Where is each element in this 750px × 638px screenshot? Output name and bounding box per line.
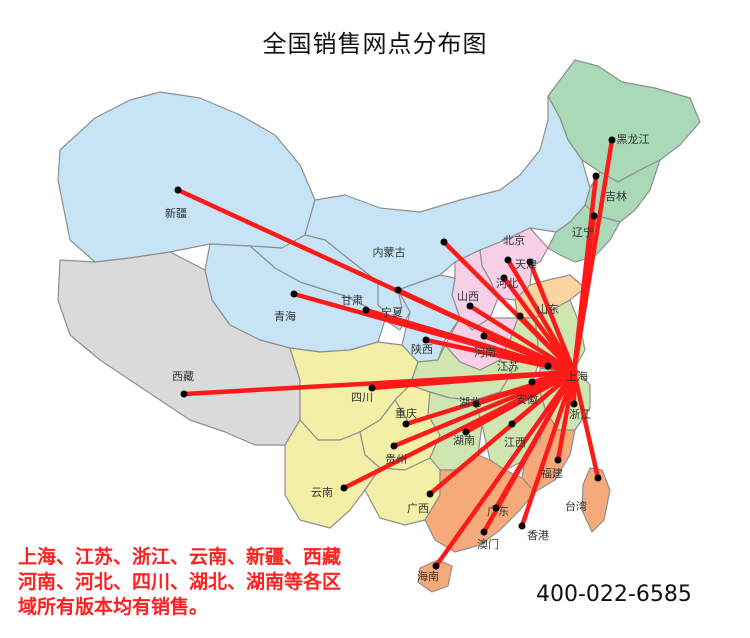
province-label-neimenggu: 内蒙古	[373, 245, 406, 259]
province-label-xianggang: 香港	[527, 529, 549, 542]
route-line-beijing	[505, 257, 577, 375]
outlet-dot-hunan	[462, 428, 470, 436]
province-label-anhui: 安徽	[516, 392, 538, 406]
outlet-dot-liaoning	[590, 212, 598, 220]
route-line-taiwan	[571, 369, 601, 481]
province-label-shaanxi: 陕西	[411, 342, 433, 356]
province-label-xizang: 西藏	[172, 370, 194, 383]
outlet-dot-jiangxi	[508, 420, 516, 428]
route-line-yunnan	[341, 369, 577, 491]
province-label-aomen: 澳门	[477, 537, 499, 551]
outlet-dot-chongqing	[402, 420, 410, 428]
route-line-hainan	[433, 369, 577, 569]
province-label-hunan: 湖南	[453, 434, 475, 447]
outlet-dot-henan	[480, 332, 488, 340]
province-label-shandong: 山东	[537, 303, 559, 316]
outlet-dot-gansu	[362, 306, 370, 314]
province-label-guangxi: 广西	[407, 502, 429, 515]
outlet-dot-beijing	[504, 256, 512, 264]
outlet-dot-xinjiang	[174, 186, 182, 194]
route-line-jiangsu	[545, 363, 577, 375]
outlet-dot-sichuan	[368, 384, 376, 392]
province-label-guizhou: 贵州	[385, 453, 407, 466]
route-line-guangxi	[427, 369, 577, 497]
province-label-beijing: 北京	[503, 233, 525, 247]
outlet-dot-jilin	[592, 172, 600, 180]
outlet-dot-xianggang	[518, 522, 526, 530]
route-line-aomen	[481, 369, 577, 535]
province-label-jiangxi: 江西	[504, 436, 526, 449]
outlet-dot-guangdong	[492, 504, 500, 512]
province-label-jiangsu: 江苏	[497, 360, 519, 373]
sales-note: 上海、江苏、浙江、云南、新疆、西藏 河南、河北、四川、湖北、湖南等各区 域所有版…	[18, 545, 418, 620]
sales-note-line: 域所有版本均有销售。	[18, 596, 209, 618]
province-label-heilongjiang: 黑龙江	[617, 133, 650, 146]
outlet-dot-anhui	[528, 378, 536, 386]
outlet-dot-shaanxi	[422, 336, 430, 344]
outlet-dot-aomen	[480, 528, 488, 536]
province-label-guangdong: 广东	[487, 505, 509, 518]
province-taiwan	[581, 467, 611, 533]
route-line-henan	[481, 333, 577, 375]
outlet-dot-heilongjiang	[608, 136, 616, 144]
hub-dot	[570, 368, 578, 376]
outlet-dot-guangxi	[426, 490, 434, 498]
outlet-dot-zhejiang	[570, 400, 578, 408]
province-label-shanxi: 山西	[457, 290, 479, 303]
outlet-dot-hebei	[500, 274, 508, 282]
outlet-dot-ningxia	[394, 286, 402, 294]
province-label-chongqing: 重庆	[395, 406, 417, 420]
outlet-dot-yunnan	[340, 484, 348, 492]
route-line-shandong	[517, 313, 577, 375]
outlet-dot-taiwan	[594, 474, 602, 482]
province-label-ningxia: 宁夏	[381, 305, 403, 319]
outlet-dot-xizang	[180, 390, 188, 398]
province-label-hainan: 海南	[417, 569, 439, 583]
province-label-xinjiang: 新疆	[165, 206, 187, 220]
outlet-dot-shandong	[516, 312, 524, 320]
outlet-dot-hubei	[472, 400, 480, 408]
outlet-dot-qinghai	[290, 290, 298, 298]
province-label-sichuan: 四川	[351, 391, 373, 404]
outlet-dot-fujian	[554, 456, 562, 464]
hub-label: 上海	[566, 369, 588, 383]
route-line-liaoning	[571, 213, 597, 375]
outlet-dot-guizhou	[390, 442, 398, 450]
province-label-hubei: 湖北	[459, 396, 481, 409]
route-line-tianjin	[527, 259, 577, 375]
province-label-gansu: 甘肃	[341, 294, 363, 307]
province-label-liaoning: 辽宁	[572, 225, 594, 239]
province-label-hebei: 河北	[496, 277, 518, 290]
province-label-henan: 河南	[474, 346, 496, 359]
sales-note-line: 河南、河北、四川、湖北、湖南等各区	[18, 571, 342, 593]
outlet-dot-jiangsu	[544, 362, 552, 370]
route-line-guizhou	[391, 369, 577, 449]
route-line-sichuan	[369, 369, 577, 391]
sales-note-line: 上海、江苏、浙江、云南、新疆、西藏	[18, 546, 342, 568]
outlet-dot-tianjin	[526, 258, 534, 266]
map-title: 全国销售网点分布图	[262, 30, 488, 58]
outlet-dot-neimenggu	[440, 238, 448, 246]
province-label-qinghai: 青海	[274, 309, 296, 323]
outlet-dot-shanxi	[466, 302, 474, 310]
route-line-shanxi	[467, 303, 577, 375]
province-label-jilin: 吉林	[605, 189, 627, 203]
province-label-zhejiang: 浙江	[569, 408, 591, 421]
province-label-taiwan: 台湾	[565, 499, 587, 513]
province-label-yunnan: 云南	[311, 486, 333, 499]
route-line-hebei	[501, 275, 577, 375]
province-label-tianjin: 天津	[515, 258, 537, 271]
outlet-dot-hainan	[432, 562, 440, 570]
route-line-qinghai	[291, 291, 577, 375]
province-label-fujian: 福建	[541, 466, 563, 480]
route-line-xianggang	[519, 369, 577, 529]
hotline-number: 400-022-6585	[536, 582, 692, 607]
